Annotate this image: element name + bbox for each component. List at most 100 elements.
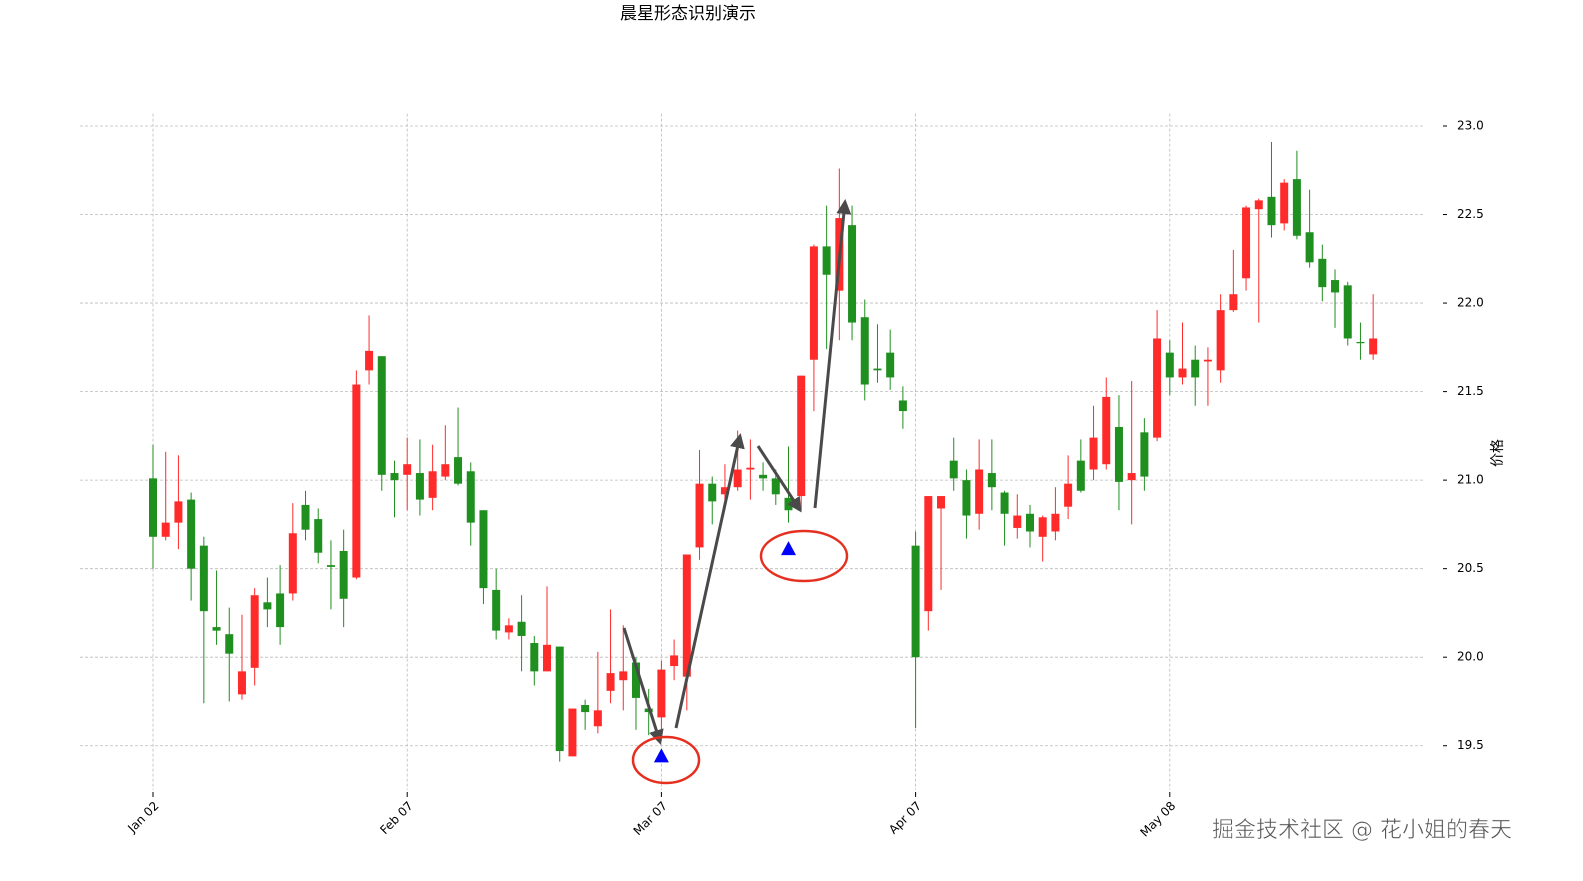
candle-body: [1153, 338, 1162, 438]
candle-body: [657, 669, 666, 718]
candle-body: [1203, 359, 1212, 362]
candle-body: [301, 504, 310, 530]
candle-body: [631, 662, 640, 698]
candle-body: [720, 487, 729, 495]
candle-body: [199, 545, 208, 612]
candle-body: [1356, 342, 1365, 344]
candle-body: [1305, 232, 1314, 263]
arrow: [813, 199, 852, 509]
candle-body: [682, 554, 691, 677]
candle-body: [314, 519, 323, 553]
candle-body: [1229, 294, 1238, 311]
candle-body: [263, 602, 272, 610]
candle-body: [1292, 179, 1301, 236]
candle-body: [504, 625, 513, 633]
candle-body: [1369, 338, 1378, 355]
candle-body: [695, 483, 704, 548]
x-tick-label: Feb 07: [377, 799, 415, 837]
candle-body: [390, 473, 399, 481]
candle-body: [1038, 517, 1047, 537]
y-tick-label: 20.5: [1457, 561, 1484, 575]
candle-body: [949, 460, 958, 479]
arrow: [674, 433, 745, 729]
candle-body: [568, 708, 577, 757]
candle-body: [1331, 280, 1340, 293]
candle-body: [873, 368, 882, 371]
candle-body: [670, 655, 679, 667]
y-tick-label: 19.5: [1457, 738, 1484, 752]
candle-body: [1089, 437, 1098, 470]
highlight-ellipse: [759, 529, 849, 583]
candle-body: [212, 627, 221, 631]
candle-body: [848, 225, 857, 323]
y-tick-label: 21.0: [1457, 473, 1484, 487]
candle-body: [962, 480, 971, 516]
candle-body: [1025, 513, 1034, 532]
marker-triangle: [653, 748, 669, 763]
candle-body: [454, 457, 463, 484]
candle-body: [161, 522, 170, 537]
candle-body: [1064, 483, 1073, 507]
candle-body: [466, 471, 475, 523]
candle-body: [987, 473, 996, 488]
candle-body: [937, 496, 946, 509]
candle-body: [1102, 396, 1111, 465]
candle-body: [479, 510, 488, 589]
candle-body: [517, 621, 526, 636]
candle-body: [784, 497, 793, 511]
candle-body: [1140, 432, 1149, 477]
candle-body: [543, 644, 552, 672]
candle-body: [428, 471, 437, 498]
candle-body: [771, 478, 780, 495]
candle-body: [1267, 196, 1276, 226]
candle-body: [759, 474, 768, 479]
candle-body: [352, 384, 361, 578]
candle-body: [276, 593, 285, 628]
candle-body: [149, 478, 157, 537]
candle-body: [1254, 200, 1263, 210]
candle-body: [746, 467, 755, 470]
candle-body: [555, 646, 564, 752]
candle-body: [1318, 258, 1327, 288]
candle-body: [237, 671, 246, 695]
x-tick-label: May 08: [1137, 799, 1178, 840]
candle-body: [1343, 285, 1352, 339]
candle-body: [1076, 460, 1085, 491]
y-tick-label: 20.0: [1457, 650, 1484, 664]
y-axis-label: 价格: [1490, 439, 1506, 467]
arrow: [622, 627, 664, 745]
candle-body: [365, 350, 374, 371]
candle-body: [593, 710, 602, 727]
candle-body: [898, 400, 907, 412]
candle-body: [326, 565, 335, 567]
x-tick-label: Apr 07: [886, 799, 924, 837]
annotations: [622, 199, 852, 785]
candle-body: [530, 643, 539, 672]
chart-title: 晨星形态识别演示: [620, 4, 756, 24]
candle-body: [441, 464, 450, 477]
candle-body: [225, 634, 234, 654]
y-tick-label: 21.5: [1457, 384, 1484, 398]
candle-body: [822, 246, 831, 275]
candle-body: [975, 469, 984, 514]
candle-body: [886, 352, 895, 378]
highlight-ellipse: [631, 735, 701, 785]
candle-body: [403, 464, 412, 475]
watermark: 掘金技术社区 @ 花小姐的春天: [1212, 818, 1512, 843]
candle-body: [1013, 515, 1022, 528]
candle-body: [174, 501, 183, 523]
candle-body: [1178, 368, 1187, 378]
candle-body: [809, 246, 818, 360]
candle-body: [1191, 359, 1200, 378]
candle-body: [581, 705, 590, 713]
candle-body: [1165, 352, 1174, 378]
x-tick-label: Jan 02: [124, 799, 161, 836]
candle-body: [415, 473, 424, 500]
arrow: [756, 445, 802, 513]
candle-body: [1280, 182, 1289, 224]
candle-body: [288, 533, 297, 594]
candle-body: [860, 317, 869, 385]
candle-body: [733, 469, 742, 488]
marker-triangle: [781, 541, 796, 556]
